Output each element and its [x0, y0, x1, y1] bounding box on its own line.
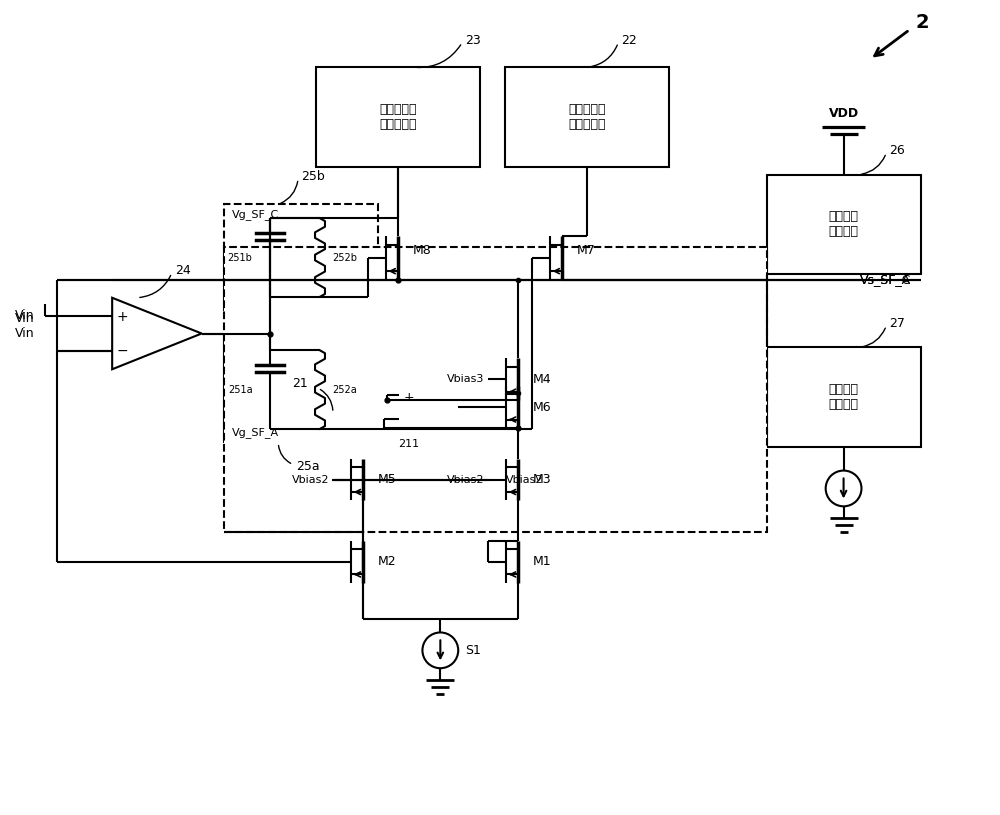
Text: 252b: 252b	[332, 253, 357, 262]
Text: 23: 23	[465, 34, 481, 47]
Text: M8: M8	[412, 244, 431, 257]
Text: Vbias3: Vbias3	[447, 374, 484, 384]
Text: 阳极工作电
压产生模块: 阳极工作电 压产生模块	[568, 103, 606, 131]
Text: M2: M2	[378, 556, 396, 568]
Text: Vbias2: Vbias2	[447, 474, 484, 484]
Text: 25b: 25b	[301, 170, 325, 183]
Bar	[224, 337, 378, 443]
Text: Vs_SF_A: Vs_SF_A	[860, 273, 911, 286]
Bar	[224, 205, 378, 311]
Text: Vs_SF_C: Vs_SF_C	[860, 273, 911, 286]
Text: Vg_SF_C: Vg_SF_C	[232, 209, 279, 220]
Text: Vin: Vin	[15, 312, 34, 325]
Text: M1: M1	[533, 556, 551, 568]
Bar	[316, 68, 480, 166]
Text: 25a: 25a	[296, 460, 320, 473]
Bar	[505, 68, 669, 166]
Text: M6: M6	[533, 400, 551, 413]
Text: Vbias2: Vbias2	[291, 474, 329, 484]
Text: 21: 21	[292, 377, 308, 390]
Text: 27: 27	[889, 317, 905, 330]
Bar	[767, 347, 921, 447]
Text: +: +	[116, 310, 128, 324]
Text: 24: 24	[175, 264, 191, 277]
Text: 阴极电感
匹配模块: 阴极电感 匹配模块	[829, 383, 859, 411]
Text: M3: M3	[533, 473, 551, 486]
Text: +: +	[403, 390, 414, 403]
Text: 211: 211	[399, 438, 420, 449]
Text: Vin: Vin	[15, 309, 34, 322]
Text: 阴极工作电
压产生模块: 阴极工作电 压产生模块	[379, 103, 417, 131]
Text: VDD: VDD	[829, 107, 859, 120]
Text: Vbias2: Vbias2	[506, 474, 543, 484]
Text: 251a: 251a	[228, 385, 252, 394]
Text: M4: M4	[533, 372, 551, 385]
Text: Vin: Vin	[15, 327, 34, 340]
Bar	[224, 247, 767, 532]
Text: 252a: 252a	[332, 385, 357, 394]
Text: S1: S1	[465, 644, 481, 657]
Text: M5: M5	[378, 473, 396, 486]
Text: Vg_SF_A: Vg_SF_A	[232, 427, 279, 438]
Text: 251b: 251b	[228, 253, 252, 262]
Text: −: −	[116, 343, 128, 358]
Text: 22: 22	[621, 34, 637, 47]
Text: 2: 2	[916, 13, 929, 32]
Text: 阳极电感
匹配模块: 阳极电感 匹配模块	[829, 210, 859, 238]
Text: 26: 26	[889, 144, 905, 157]
Text: M7: M7	[577, 244, 595, 257]
Bar	[767, 174, 921, 274]
